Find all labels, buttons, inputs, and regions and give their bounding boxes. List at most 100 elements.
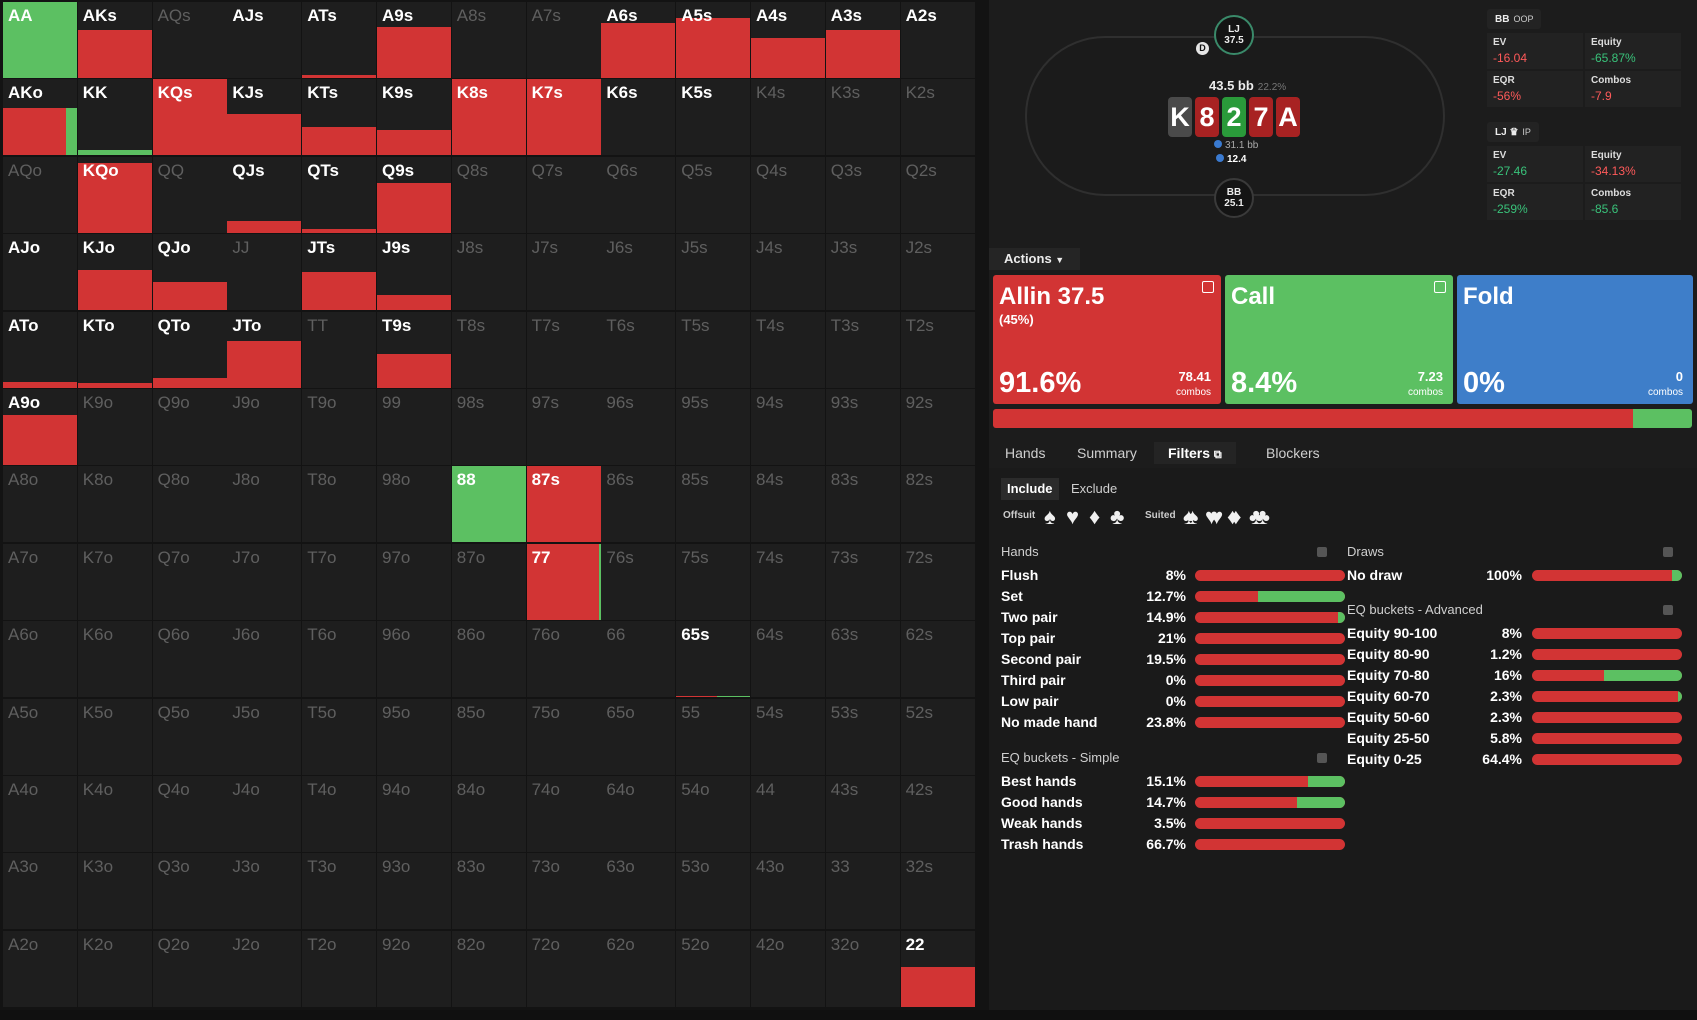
- include-toggle[interactable]: Include: [1001, 478, 1059, 500]
- hand-cell-QTs[interactable]: QTs: [302, 156, 377, 233]
- hand-cell-96s[interactable]: 96s: [601, 389, 676, 465]
- hand-cell-75s[interactable]: 75s: [676, 543, 751, 620]
- hand-cell-T2o[interactable]: T2o: [302, 930, 377, 1007]
- hand-cell-Q3o[interactable]: Q3o: [152, 853, 227, 930]
- hand-cell-53o[interactable]: 53o: [676, 853, 751, 930]
- hand-cell-98s[interactable]: 98s: [451, 389, 526, 465]
- hand-cell-T6s[interactable]: T6s: [601, 311, 676, 388]
- hand-cell-99[interactable]: 99: [377, 389, 451, 465]
- hand-cell-ATs[interactable]: ATs: [302, 2, 377, 78]
- hand-cell-73s[interactable]: 73s: [825, 543, 900, 620]
- eq-adv-row[interactable]: Equity 90-100 8%: [1347, 623, 1682, 644]
- hand-cell-63s[interactable]: 63s: [825, 621, 900, 698]
- draw-row[interactable]: No draw 100%: [1347, 565, 1682, 586]
- hand-filter-row[interactable]: No made hand 23.8%: [1001, 712, 1345, 733]
- eq-simple-toggle[interactable]: [1317, 753, 1327, 763]
- hand-cell-42s[interactable]: 42s: [900, 776, 975, 852]
- hand-cell-Q8o[interactable]: Q8o: [152, 466, 227, 543]
- hand-cell-94o[interactable]: 94o: [377, 776, 451, 852]
- hand-cell-A5s[interactable]: A5s: [676, 2, 751, 78]
- hand-cell-J9s[interactable]: J9s: [377, 234, 451, 311]
- hand-cell-43o[interactable]: 43o: [751, 853, 825, 930]
- hand-cell-72o[interactable]: 72o: [526, 930, 601, 1007]
- hand-cell-AQs[interactable]: AQs: [152, 2, 227, 78]
- hand-cell-T7s[interactable]: T7s: [526, 311, 601, 388]
- hand-filter-row[interactable]: Two pair 14.9%: [1001, 607, 1345, 628]
- hand-cell-95o[interactable]: 95o: [377, 698, 451, 775]
- hand-cell-AA[interactable]: AA: [3, 2, 77, 78]
- hand-cell-JJ[interactable]: JJ: [227, 234, 302, 311]
- hand-cell-Q7s[interactable]: Q7s: [526, 156, 601, 233]
- hand-cell-K7o[interactable]: K7o: [77, 543, 152, 620]
- hand-cell-J3s[interactable]: J3s: [825, 234, 900, 311]
- hand-cell-76s[interactable]: 76s: [601, 543, 676, 620]
- hand-cell-J3o[interactable]: J3o: [227, 853, 302, 930]
- hand-cell-J5o[interactable]: J5o: [227, 698, 302, 775]
- hand-cell-85o[interactable]: 85o: [451, 698, 526, 775]
- hand-cell-K3s[interactable]: K3s: [825, 79, 900, 156]
- eq-adv-row[interactable]: Equity 60-70 2.3%: [1347, 686, 1682, 707]
- eq-adv-row[interactable]: Equity 25-50 5.8%: [1347, 728, 1682, 749]
- hand-cell-62o[interactable]: 62o: [601, 930, 676, 1007]
- seat-bb[interactable]: BB 25.1: [1214, 178, 1254, 218]
- heart-icon[interactable]: ♥: [1066, 504, 1080, 529]
- hand-cell-A4o[interactable]: A4o: [3, 776, 77, 852]
- eq-simple-row[interactable]: Weak hands 3.5%: [1001, 813, 1345, 834]
- hand-cell-J4s[interactable]: J4s: [751, 234, 825, 311]
- hand-cell-J2s[interactable]: J2s: [900, 234, 975, 311]
- action-allin-card[interactable]: Allin 37.5 (45%) 91.6% 78.41 combos: [993, 275, 1221, 404]
- hand-cell-75o[interactable]: 75o: [526, 698, 601, 775]
- hand-cell-63o[interactable]: 63o: [601, 853, 676, 930]
- hand-cell-TT[interactable]: TT: [302, 311, 377, 388]
- hand-cell-JTs[interactable]: JTs: [302, 234, 377, 311]
- hand-cell-K4o[interactable]: K4o: [77, 776, 152, 852]
- hand-cell-A4s[interactable]: A4s: [751, 2, 825, 78]
- hand-cell-J8o[interactable]: J8o: [227, 466, 302, 543]
- suited-diamond-icon[interactable]: ♦♦: [1227, 504, 1242, 529]
- hand-cell-54s[interactable]: 54s: [751, 698, 825, 775]
- hand-cell-Q9o[interactable]: Q9o: [152, 389, 227, 465]
- hand-cell-82s[interactable]: 82s: [900, 466, 975, 543]
- hand-cell-Q8s[interactable]: Q8s: [451, 156, 526, 233]
- hand-cell-Q2s[interactable]: Q2s: [900, 156, 975, 233]
- hand-cell-K6o[interactable]: K6o: [77, 621, 152, 698]
- hand-cell-A6o[interactable]: A6o: [3, 621, 77, 698]
- eq-simple-row[interactable]: Good hands 14.7%: [1001, 792, 1345, 813]
- hand-cell-92s[interactable]: 92s: [900, 389, 975, 465]
- hand-cell-A8o[interactable]: A8o: [3, 466, 77, 543]
- hand-cell-Q5o[interactable]: Q5o: [152, 698, 227, 775]
- hand-cell-K8o[interactable]: K8o: [77, 466, 152, 543]
- details-icon[interactable]: [1434, 281, 1446, 293]
- hand-cell-J7s[interactable]: J7s: [526, 234, 601, 311]
- suited-spade-icon[interactable]: ♠♠: [1183, 504, 1199, 529]
- hand-cell-44[interactable]: 44: [751, 776, 825, 852]
- hand-cell-T4o[interactable]: T4o: [302, 776, 377, 852]
- hand-cell-Q4s[interactable]: Q4s: [751, 156, 825, 233]
- hand-cell-KTs[interactable]: KTs: [302, 79, 377, 156]
- hand-cell-77[interactable]: 77: [526, 543, 601, 620]
- hand-cell-KQs[interactable]: KQs: [152, 79, 227, 156]
- hand-cell-64s[interactable]: 64s: [751, 621, 825, 698]
- hand-cell-T8o[interactable]: T8o: [302, 466, 377, 543]
- hand-cell-K4s[interactable]: K4s: [751, 79, 825, 156]
- actions-dropdown[interactable]: Actions ▼: [989, 248, 1080, 270]
- hand-cell-KQo[interactable]: KQo: [77, 156, 152, 233]
- hand-cell-84s[interactable]: 84s: [751, 466, 825, 543]
- hand-cell-J8s[interactable]: J8s: [451, 234, 526, 311]
- tab-blockers[interactable]: Blockers: [1266, 445, 1320, 461]
- hand-cell-A2s[interactable]: A2s: [900, 2, 975, 78]
- hand-cell-55[interactable]: 55: [676, 698, 751, 775]
- eq-adv-toggle[interactable]: [1663, 605, 1673, 615]
- hand-filter-row[interactable]: Low pair 0%: [1001, 691, 1345, 712]
- hand-cell-JTo[interactable]: JTo: [227, 311, 302, 388]
- hand-cell-73o[interactable]: 73o: [526, 853, 601, 930]
- hand-cell-86o[interactable]: 86o: [451, 621, 526, 698]
- hand-cell-A5o[interactable]: A5o: [3, 698, 77, 775]
- hand-cell-Q6s[interactable]: Q6s: [601, 156, 676, 233]
- hand-cell-65s[interactable]: 65s: [676, 621, 751, 698]
- hand-cell-K5s[interactable]: K5s: [676, 79, 751, 156]
- hand-cell-83s[interactable]: 83s: [825, 466, 900, 543]
- hand-cell-A3s[interactable]: A3s: [825, 2, 900, 78]
- suited-heart-icon[interactable]: ♥♥: [1205, 504, 1223, 529]
- hand-cell-J7o[interactable]: J7o: [227, 543, 302, 620]
